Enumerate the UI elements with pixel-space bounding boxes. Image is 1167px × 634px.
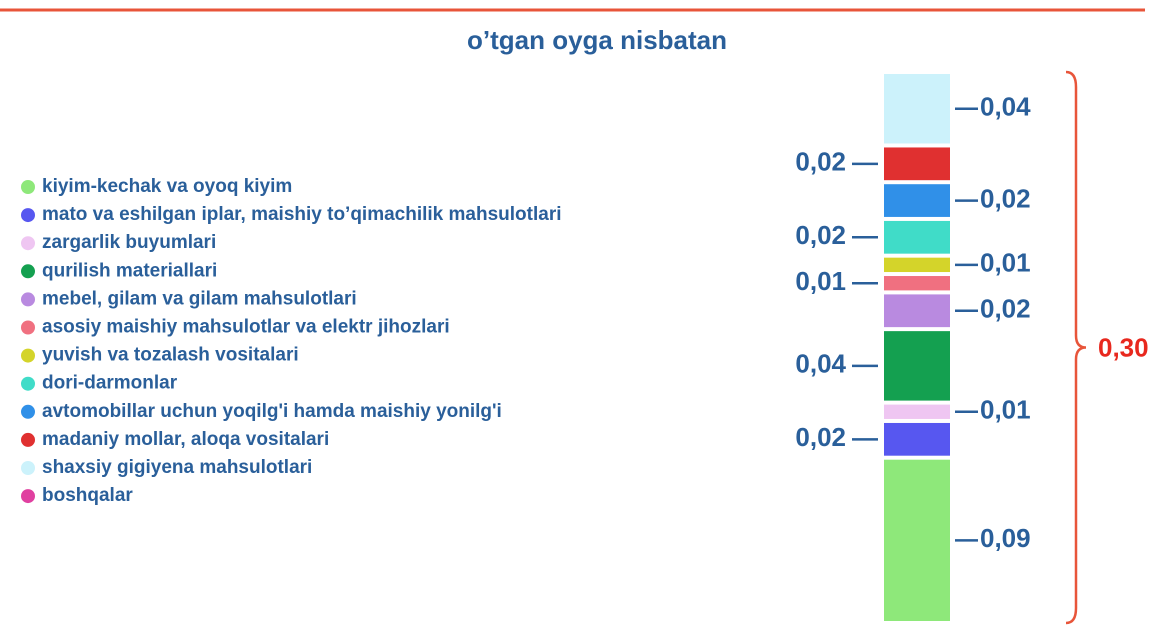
- value-label: 0,02: [795, 147, 846, 177]
- legend-swatch: [21, 348, 35, 363]
- value-label: 0,02: [980, 294, 1031, 324]
- legend-label: mato va eshilgan iplar, maishiy to’qimac…: [42, 204, 562, 225]
- legend-swatch: [21, 376, 35, 391]
- bar-segment: [884, 184, 950, 217]
- value-label: 0,02: [795, 220, 846, 250]
- legend-label: avtomobillar uchun yoqilg'i hamda maishi…: [42, 401, 502, 422]
- legend-swatch: [21, 208, 35, 223]
- bar-segment: [884, 459, 950, 621]
- bar-segment: [884, 276, 950, 291]
- value-label: 0,04: [795, 349, 846, 379]
- bar-segment: [884, 220, 950, 254]
- legend-swatch: [21, 320, 35, 335]
- value-label: 0,09: [980, 523, 1031, 553]
- value-label: 0,02: [795, 422, 846, 452]
- legend-swatch: [21, 264, 35, 279]
- value-label: 0,04: [980, 92, 1031, 122]
- chart-title: o’tgan oyga nisbatan: [467, 25, 727, 55]
- bar-segment: [884, 74, 950, 144]
- legend-label: boshqalar: [42, 485, 133, 506]
- total-label: 0,30: [1098, 332, 1149, 362]
- bar-segment: [884, 294, 950, 328]
- value-label: 0,01: [795, 266, 846, 296]
- legend-label: kiyim-kechak va oyoq kiyim: [42, 176, 292, 197]
- legend-label: asosiy maishiy mahsulotlar va elektr jih…: [42, 317, 450, 338]
- bar-segment: [884, 422, 950, 456]
- total-brace: [1065, 70, 1087, 625]
- value-label: 0,02: [980, 183, 1031, 213]
- legend-swatch: [21, 461, 35, 475]
- legend-swatch: [21, 180, 35, 194]
- bar-segment: [884, 257, 950, 273]
- legend-label: mebel, gilam va gilam mahsulotlari: [42, 288, 357, 309]
- legend-swatch: [21, 489, 35, 504]
- bar-segment: [884, 331, 950, 401]
- legend-swatch: [21, 292, 35, 307]
- legend-label: yuvish va tozalash vositalari: [42, 345, 299, 366]
- bar-segment: [884, 404, 950, 419]
- legend-label: qurilish materiallari: [42, 260, 217, 281]
- legend-swatch: [21, 432, 35, 447]
- legend-swatch: [21, 236, 35, 251]
- value-label: 0,01: [980, 248, 1031, 278]
- bar-segment: [884, 147, 950, 181]
- legend-label: dori-darmonlar: [42, 373, 178, 394]
- legend-swatch: [21, 404, 35, 419]
- legend-label: zargarlik buyumlari: [42, 232, 216, 253]
- value-label: 0,01: [980, 395, 1031, 425]
- legend-label: madaniy mollar, aloqa vositalari: [42, 429, 329, 450]
- legend-label: shaxsiy gigiyena mahsulotlari: [42, 457, 312, 478]
